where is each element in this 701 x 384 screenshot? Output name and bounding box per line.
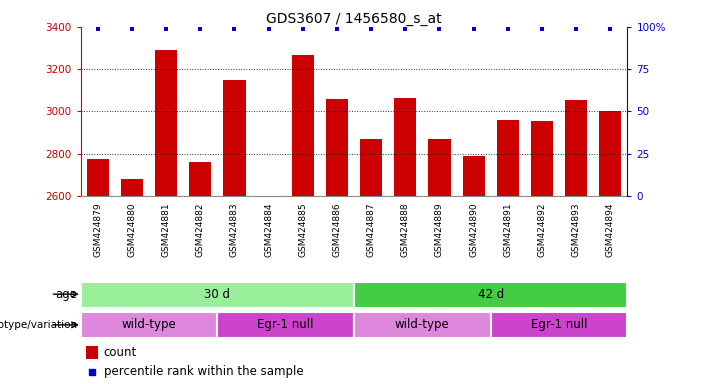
- Text: genotype/variation: genotype/variation: [0, 320, 77, 330]
- Bar: [599, 111, 621, 196]
- Bar: [217, 313, 354, 338]
- Bar: [224, 79, 245, 196]
- Text: GSM424881: GSM424881: [161, 203, 170, 257]
- Text: GSM424884: GSM424884: [264, 203, 273, 257]
- Bar: [189, 162, 211, 196]
- Text: GSM424892: GSM424892: [538, 203, 547, 257]
- Title: GDS3607 / 1456580_s_at: GDS3607 / 1456580_s_at: [266, 12, 442, 26]
- Text: GSM424893: GSM424893: [571, 203, 580, 257]
- Text: 42 d: 42 d: [477, 288, 504, 301]
- Text: GSM424887: GSM424887: [367, 203, 376, 257]
- Bar: [360, 139, 382, 196]
- Text: Egr-1 null: Egr-1 null: [531, 318, 587, 331]
- Text: wild-type: wild-type: [395, 318, 450, 331]
- Bar: [497, 120, 519, 196]
- Text: GSM424882: GSM424882: [196, 203, 205, 257]
- Text: GSM424889: GSM424889: [435, 203, 444, 257]
- Bar: [155, 50, 177, 196]
- Text: GSM424890: GSM424890: [469, 203, 478, 257]
- Bar: [326, 99, 348, 196]
- Text: Egr-1 null: Egr-1 null: [257, 318, 314, 331]
- Bar: [428, 139, 451, 196]
- Bar: [565, 100, 587, 196]
- Bar: [121, 179, 143, 196]
- Text: age: age: [55, 288, 77, 301]
- Bar: [354, 313, 491, 338]
- Bar: [394, 98, 416, 196]
- Text: count: count: [104, 346, 137, 359]
- Bar: [81, 313, 217, 338]
- Text: GSM424883: GSM424883: [230, 203, 239, 257]
- Text: GSM424888: GSM424888: [401, 203, 410, 257]
- Text: percentile rank within the sample: percentile rank within the sample: [104, 365, 304, 378]
- Text: GSM424879: GSM424879: [93, 203, 102, 257]
- Bar: [354, 282, 627, 308]
- Text: GSM424886: GSM424886: [332, 203, 341, 257]
- Bar: [86, 346, 98, 359]
- Text: GSM424885: GSM424885: [298, 203, 307, 257]
- Bar: [81, 282, 354, 308]
- Text: GSM424880: GSM424880: [128, 203, 137, 257]
- Bar: [292, 55, 314, 196]
- Text: 30 d: 30 d: [204, 288, 231, 301]
- Bar: [463, 156, 484, 196]
- Text: GSM424894: GSM424894: [606, 203, 615, 257]
- Bar: [531, 121, 553, 196]
- Text: wild-type: wild-type: [121, 318, 177, 331]
- Bar: [491, 313, 627, 338]
- Text: GSM424891: GSM424891: [503, 203, 512, 257]
- Bar: [87, 159, 109, 196]
